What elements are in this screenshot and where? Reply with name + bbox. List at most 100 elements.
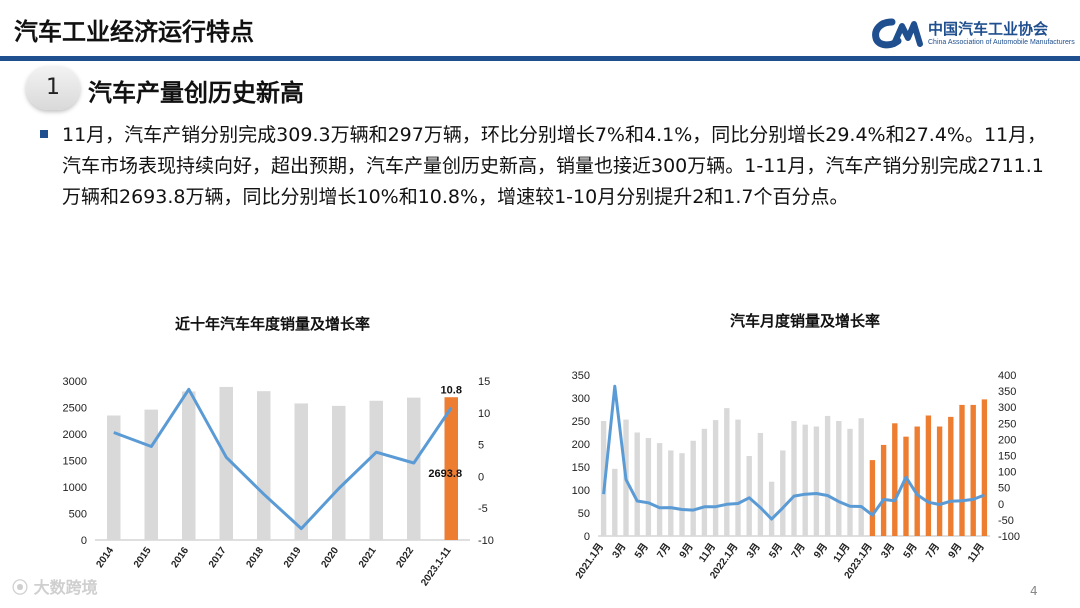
logo-name-cn: 中国汽车工业协会 <box>928 20 1049 38</box>
chart2-y-tick: 300 <box>572 393 590 405</box>
chart2-bar <box>668 450 674 536</box>
chart2-bar <box>746 455 752 536</box>
chart2-bar <box>791 421 797 536</box>
chart2-x-tick: 3月 <box>610 541 629 561</box>
chart2-x-tick: 11月 <box>696 541 718 565</box>
chart2-bar <box>701 428 708 536</box>
chart1-bar <box>332 405 346 540</box>
chart1-bar <box>219 386 233 540</box>
chart2-bar <box>712 420 719 536</box>
chart1-y-tick: 500 <box>69 509 87 521</box>
chart2-y2-tick: 200 <box>998 434 1016 446</box>
chart1-x-tick: 2023.1-11 <box>419 545 454 588</box>
chart2-bar <box>936 426 943 536</box>
chart2-bar <box>858 418 864 536</box>
chart2-x-tick: 9月 <box>677 541 696 561</box>
chart2-bar <box>836 421 842 536</box>
chart2-bar <box>768 481 775 536</box>
chart2-bar <box>600 421 607 536</box>
chart1-y2-tick: 15 <box>478 376 490 388</box>
chart1-x-tick: 2014 <box>94 545 116 570</box>
chart2-bar <box>802 424 808 536</box>
chart2-bar <box>824 415 831 536</box>
chart1-title: 近十年汽车年度销量及增长率 <box>175 315 371 333</box>
chart2-bar <box>813 426 820 536</box>
chart1-bar <box>144 409 158 540</box>
chart2-bar <box>880 444 887 536</box>
chart2-y-tick: 0 <box>584 531 590 543</box>
chart1-y-tick: 1500 <box>63 456 87 468</box>
chart1-bar <box>182 391 196 540</box>
section-number-badge: 1 <box>26 66 80 110</box>
chart2-y2-tick: 0 <box>998 499 1004 511</box>
body-paragraph: 11月，汽车产销分别完成309.3万辆和297万辆，环比分别增长7%和4.1%，… <box>62 124 1047 208</box>
section-title: 汽车产量创历史新高 <box>88 79 304 107</box>
chart2-x-tick: 5月 <box>901 541 920 561</box>
chart2-bar <box>970 404 976 536</box>
chart1-x-tick: 2019 <box>282 545 304 570</box>
chart2-y-tick: 50 <box>578 508 590 520</box>
chart2-bar <box>690 440 696 536</box>
chart2-bar <box>757 432 764 536</box>
chart1-growth-line <box>113 387 453 531</box>
chart2-bar <box>612 468 618 536</box>
chart1-bar <box>257 391 271 540</box>
chart2-bar <box>892 423 898 536</box>
chart1-y-tick: 1000 <box>63 482 87 494</box>
caam-logo: 中国汽车工业协会 China Association of Automobile… <box>870 16 1075 52</box>
chart2-bar <box>645 438 652 536</box>
chart2-x-tick: 9月 <box>811 541 830 561</box>
chart1-x-tick: 2016 <box>169 545 191 570</box>
chart1-y2-tick: -10 <box>478 535 494 547</box>
chart2-x-tick: 11月 <box>831 541 853 565</box>
chart1-x-tick: 2021 <box>357 545 379 570</box>
chart1-y2-tick: -5 <box>478 503 488 515</box>
logo-name-en: China Association of Automobile Manufact… <box>928 39 1075 46</box>
chart1-bar <box>407 397 421 540</box>
chart1-rate-label: 10.8 <box>441 385 462 397</box>
chart2-bar <box>948 416 954 536</box>
chart2-bar <box>869 460 876 536</box>
chart1-x-tick: 2017 <box>207 545 229 570</box>
chart1-y-tick: 2500 <box>63 403 87 415</box>
chart1-y2-tick: 10 <box>478 408 490 420</box>
chart1-y2-tick: 0 <box>478 471 484 483</box>
chart2-x-tick: 9月 <box>946 541 965 561</box>
chart2-x-tick: 3月 <box>879 541 898 561</box>
chart2-x-tick: 3月 <box>744 541 763 561</box>
chart1-bar <box>369 400 383 540</box>
chart2-bar <box>981 399 988 536</box>
chart1-x-tick: 2020 <box>319 545 341 570</box>
chart2-y2-tick: 300 <box>998 402 1016 414</box>
chart2-bar <box>780 450 786 536</box>
chart2-y-tick: 100 <box>572 485 590 497</box>
chart1-bar <box>107 415 121 540</box>
chart2-bar <box>959 404 965 536</box>
chart1-bar <box>444 397 458 540</box>
chart2-bar <box>656 443 663 536</box>
chart1-bar <box>294 403 308 540</box>
chart2-y-tick: 150 <box>572 462 590 474</box>
chart2-bar <box>903 436 909 536</box>
chart2-bar <box>925 415 932 536</box>
chart2-x-tick: 5月 <box>632 541 651 561</box>
chart2-x-tick: 2021.1月 <box>573 541 606 581</box>
chart1-y-tick: 0 <box>81 535 87 547</box>
chart2-growth-line <box>602 384 985 521</box>
chart2-bar <box>735 419 741 536</box>
brand-icon: ⦿ <box>12 578 29 597</box>
chart2-x-tick: 7月 <box>655 541 674 561</box>
chart2-y2-tick: -100 <box>998 531 1020 543</box>
chart1-x-tick: 2018 <box>244 545 266 570</box>
chart1-value-label: 2693.8 <box>428 468 462 480</box>
page-number: 4 <box>1030 584 1038 598</box>
chart2-y-tick: 200 <box>572 439 590 451</box>
caam-logo-icon <box>872 18 923 49</box>
chart2-title: 汽车月度销量及增长率 <box>730 312 881 330</box>
chart1-y-tick: 2000 <box>63 429 87 441</box>
chart1-x-tick: 2015 <box>132 545 154 570</box>
chart2-y2-tick: 350 <box>998 386 1016 398</box>
page-title: 汽车工业经济运行特点 <box>14 18 254 46</box>
chart2-x-tick: 7月 <box>923 541 942 561</box>
